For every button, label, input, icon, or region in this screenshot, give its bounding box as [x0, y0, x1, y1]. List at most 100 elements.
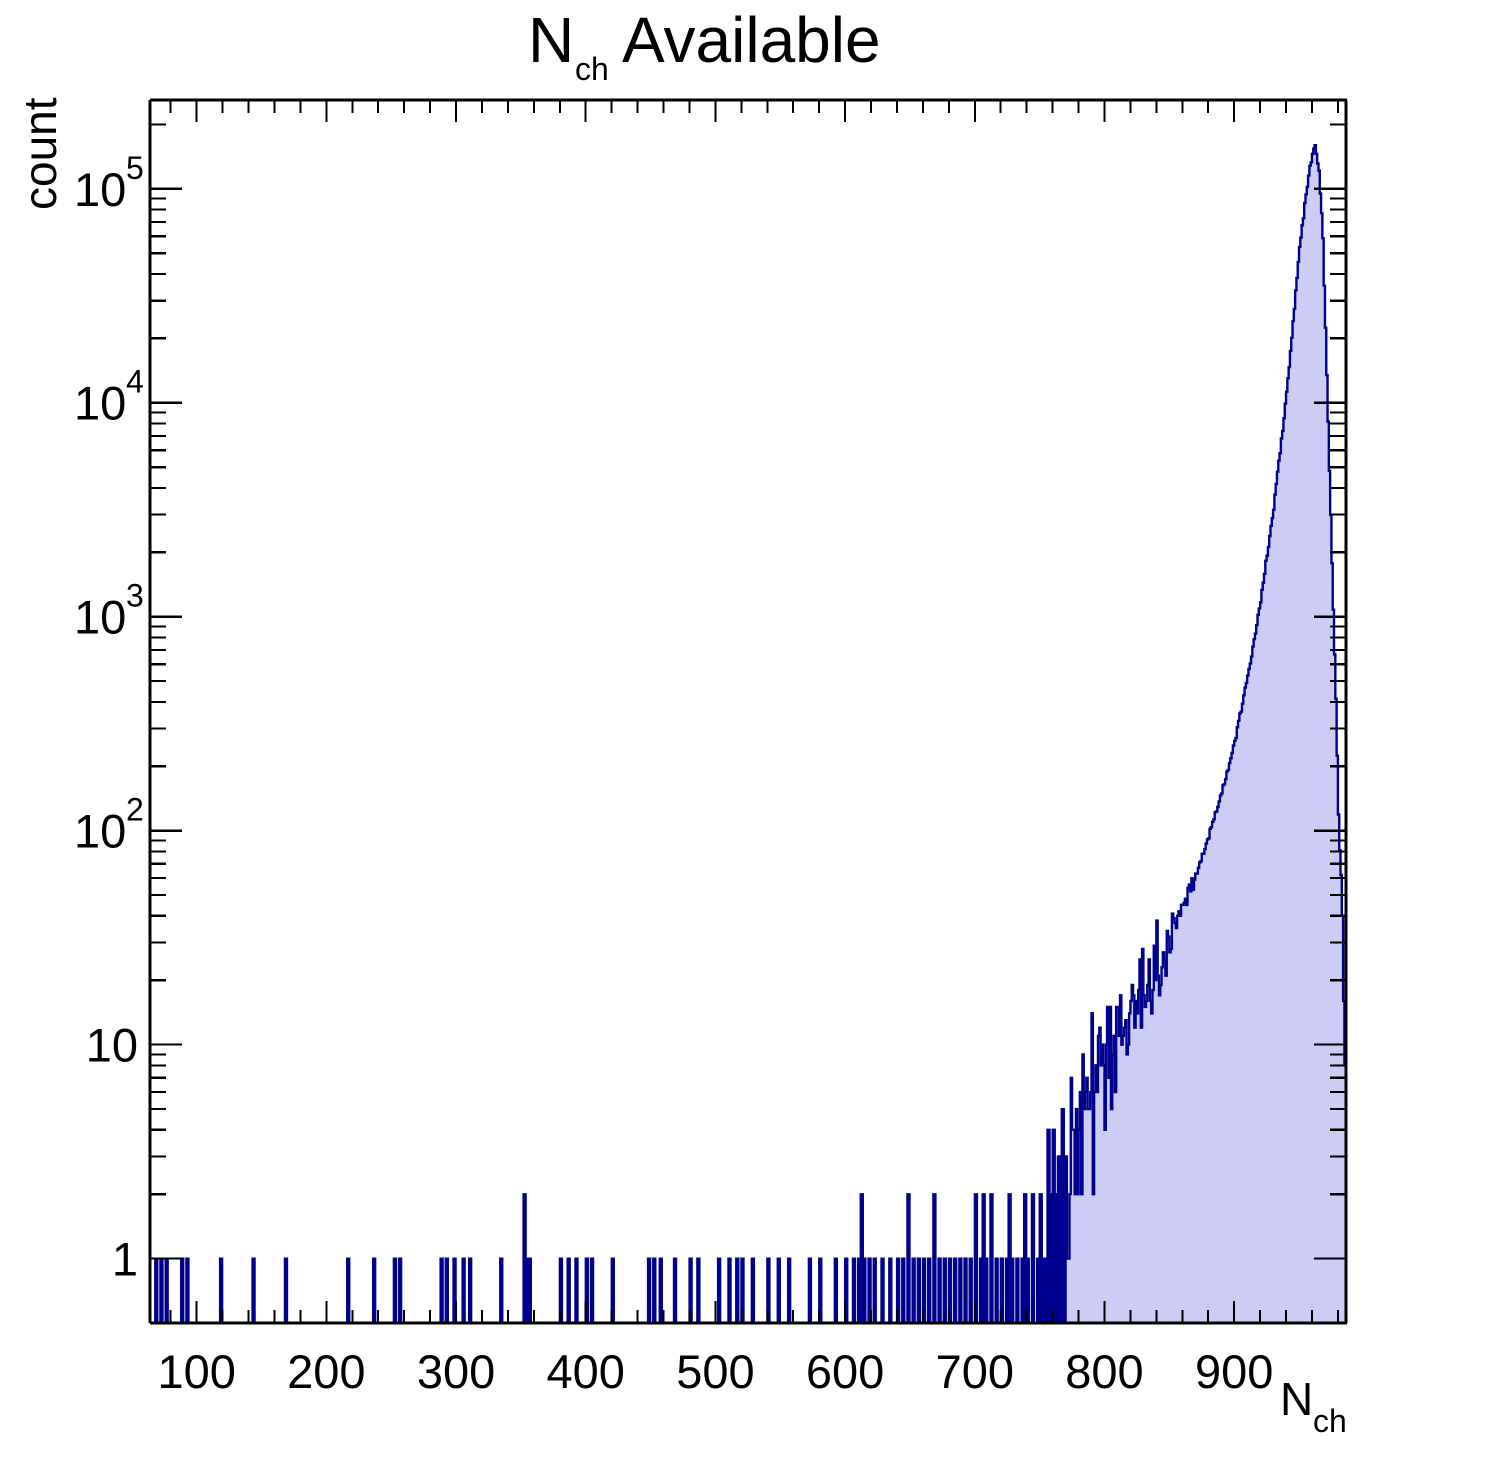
histogram-singleton-spikes	[154, 1107, 1067, 1323]
histogram-bin-spike	[1010, 1257, 1015, 1323]
histogram-bin-spike	[888, 1257, 893, 1323]
histogram-bin-spike	[397, 1257, 403, 1323]
svg-text:5: 5	[126, 150, 144, 186]
histogram-bin-spike	[963, 1257, 968, 1323]
x-tick-label: 900	[1195, 1345, 1273, 1398]
svg-text:3: 3	[126, 578, 144, 614]
histogram-bin-spike	[911, 1257, 916, 1323]
y-tick-label: 10 3	[74, 578, 144, 644]
histogram-bin-spike	[154, 1257, 159, 1323]
x-tick-label: 800	[1065, 1345, 1143, 1398]
histogram-bin-spike	[901, 1257, 906, 1323]
histogram-bin-spike	[766, 1257, 771, 1323]
histogram-bin-spike	[727, 1257, 732, 1323]
x-axis-title: N ch	[1280, 1373, 1347, 1439]
histogram-bin-spike	[968, 1257, 973, 1323]
histogram-bin-spike	[610, 1257, 615, 1323]
histogram-bin-spike	[862, 1257, 867, 1323]
y-tick-label: 10 2	[74, 792, 144, 858]
histogram-bin-spike	[989, 1193, 994, 1323]
histogram-bin-spike	[750, 1257, 756, 1323]
histogram-bin-spike	[984, 1257, 989, 1323]
histogram-bin-spike	[872, 1257, 877, 1323]
histogram-bin-spike	[947, 1257, 953, 1323]
histogram-bin-spike	[818, 1257, 823, 1323]
x-axis-tick-labels: 100 200 300 400 500 600 700 800 900	[157, 1345, 1273, 1398]
y-axis-ticks	[150, 123, 1346, 1260]
histogram-bin-spike	[1025, 1257, 1030, 1323]
x-tick-label: 700	[936, 1345, 1014, 1398]
y-tick-label: 10 5	[74, 150, 144, 216]
histogram-bin-spike	[927, 1257, 932, 1323]
histogram-bin-spike	[916, 1257, 922, 1323]
histogram-bin-spike	[906, 1193, 911, 1323]
svg-text:2: 2	[126, 792, 144, 828]
histogram-bin-spike	[1061, 1257, 1067, 1323]
svg-text:1: 1	[112, 1233, 138, 1286]
histogram-bin-spike	[895, 1257, 901, 1323]
x-tick-label: 100	[157, 1345, 235, 1398]
histogram-outline	[1064, 143, 1347, 1323]
histogram-bin-spike	[833, 1257, 839, 1323]
histogram-bin-spike	[558, 1257, 564, 1323]
histogram-bin-spike	[937, 1257, 942, 1323]
histogram-bin-spike	[283, 1257, 289, 1323]
histogram-bin-spike	[1030, 1193, 1036, 1323]
svg-text:10: 10	[74, 377, 126, 430]
plot-title-rest: Available	[622, 4, 881, 76]
histogram-bin-spike	[523, 1257, 529, 1323]
histogram-bin-spike	[527, 1257, 532, 1323]
histogram-bin-spike	[499, 1257, 504, 1323]
histogram-bin-spike	[444, 1257, 449, 1323]
y-tick-label: 10	[86, 1019, 138, 1072]
histogram-bin-spike	[672, 1257, 678, 1323]
x-tick-label: 600	[806, 1345, 884, 1398]
histogram-bin-spike	[880, 1257, 885, 1323]
histogram-bin-spike	[999, 1257, 1005, 1323]
histogram-bin-spike	[994, 1257, 999, 1323]
plot-title-subscript: ch	[575, 51, 609, 87]
histogram-bin-spike	[932, 1193, 937, 1323]
histogram-bin-spike	[218, 1257, 224, 1323]
histogram-bin-spike	[185, 1257, 190, 1323]
histogram-bin-spike	[942, 1257, 947, 1323]
plot-title-main: N	[528, 4, 574, 76]
histogram-bin-spike	[159, 1257, 164, 1323]
histogram-bin-spike	[867, 1257, 872, 1323]
y-tick-label: 10 4	[74, 364, 144, 430]
histogram-bin-spike	[688, 1257, 693, 1323]
histogram-bin-spike	[952, 1257, 958, 1323]
histogram-bin-spike	[786, 1257, 792, 1323]
x-axis-title-main: N	[1280, 1373, 1313, 1425]
x-tick-label: 300	[417, 1345, 495, 1398]
histogram-bin-spike	[740, 1257, 745, 1323]
histogram-bin-spike	[973, 1193, 979, 1323]
histogram-bin-spike	[1015, 1257, 1020, 1323]
histogram-bin-spike	[776, 1257, 781, 1323]
histogram-bin-spike	[589, 1257, 595, 1323]
x-tick-label: 400	[547, 1345, 625, 1398]
histogram-bin-spike	[958, 1257, 963, 1323]
histogram-bin-spike	[392, 1257, 398, 1323]
histogram-bin-spike	[251, 1257, 256, 1323]
svg-text:10: 10	[74, 163, 126, 216]
histogram-bin-spike	[696, 1257, 701, 1323]
x-tick-label: 200	[287, 1345, 365, 1398]
histogram-bin-spike	[467, 1257, 473, 1323]
histogram-bin-spike	[371, 1257, 377, 1323]
y-tick-label: 1	[112, 1233, 138, 1286]
svg-text:10: 10	[74, 591, 126, 644]
histogram-bin-spike	[658, 1257, 663, 1323]
histogram-bin-spike	[735, 1257, 740, 1323]
svg-text:10: 10	[86, 1019, 138, 1072]
histogram-bin-spike	[851, 1257, 857, 1323]
plot-title: N ch Available	[528, 4, 881, 87]
y-axis-title-text: count	[14, 97, 66, 210]
histogram-bin-spike	[164, 1257, 169, 1323]
histogram-bin-spike	[716, 1257, 722, 1323]
histogram-bin-spike	[1041, 1257, 1046, 1323]
svg-text:10: 10	[74, 805, 126, 858]
histogram-bin-spike	[346, 1257, 351, 1323]
